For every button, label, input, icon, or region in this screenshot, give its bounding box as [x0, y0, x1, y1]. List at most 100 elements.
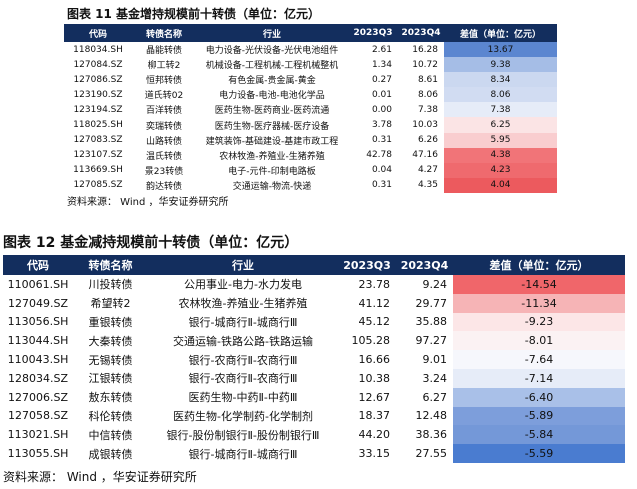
header-industry: 行业 [232, 259, 254, 272]
q4-value-cell: 38.36 [415, 428, 448, 442]
industry-cell: 医药生物-医疗器械-医疗设备 [214, 121, 330, 132]
q3-value-cell: 33.15 [358, 447, 391, 461]
bond-name-cell: 奕瑞转债 [145, 121, 182, 132]
table-header-row: 代码 转债名称 行业 2023Q3 2023Q4 差值（单位：亿元） [64, 24, 557, 42]
bond-name-cell: 景23转债 [144, 166, 184, 177]
diff-value-cell: 5.95 [444, 132, 557, 148]
bond-name-cell: 川投转债 [88, 278, 133, 292]
bond-name-cell: 大秦转债 [88, 334, 133, 348]
code-cell: 118025.SH [73, 120, 123, 131]
q4-value-cell: 3.24 [422, 371, 448, 385]
industry-cell: 银行-城商行Ⅱ-城商行Ⅲ [188, 315, 298, 329]
q4-value-cell: 8.06 [417, 89, 438, 100]
header-bond-name: 转债名称 [145, 29, 182, 40]
table-row: 113669.SH 景23转债 电子-元件-印制电路板 0.04 4.27 4.23 [64, 162, 557, 178]
table-row: 123190.SZ 道氏转02 电力设备-电池-电池化学品 0.01 8.06 8.06 [64, 87, 557, 103]
table-row: 127058.SZ 科伦转债 医药生物-化学制药-化学制剂 18.37 12.48 -5.… [3, 406, 625, 426]
q4-value-cell: 97.27 [415, 334, 448, 348]
q3-value-cell: 18.37 [358, 409, 391, 423]
table-row: 113044.SH 大秦转债 交通运输-铁路公路-铁路运输 105.28 97.27 -8… [3, 331, 625, 351]
bond-name-cell: 江银转债 [88, 372, 133, 386]
bond-name-cell: 温氏转债 [145, 151, 182, 162]
bond-name-cell: 百洋转债 [145, 106, 182, 117]
header-industry: 行业 [262, 29, 281, 40]
industry-cell: 交通运输-物流-快递 [232, 181, 312, 192]
q4-value-cell: 10.03 [412, 120, 438, 131]
diff-value-cell: -7.64 [453, 350, 625, 369]
table-11-source: 资料来源： Wind ，华安证券研究所 [67, 197, 229, 208]
header-diff: 差值（单位：亿元） [489, 259, 589, 272]
diff-value-cell: 13.67 [444, 42, 557, 58]
diff-value-cell: -5.84 [453, 425, 625, 445]
table-row: 128034.SZ 江银转债 银行-农商行Ⅱ-农商行Ⅲ 10.38 3.24 -7.14 [3, 368, 625, 388]
bond-name-cell: 道氏转02 [144, 91, 184, 102]
bond-name-cell: 希望转2 [90, 297, 131, 311]
diff-value-cell: 4.38 [444, 147, 557, 163]
table-row: 127083.SZ 山路转债 建筑装饰-基础建设-基建市政工程 0.31 6.26 5.9… [64, 132, 557, 148]
q3-value-cell: 0.00 [371, 104, 392, 115]
table-row: 110043.SH 无锡转债 银行-农商行Ⅱ-农商行Ⅲ 16.66 9.01 -7.64 [3, 350, 625, 369]
table-row: 127085.SZ 韵达转债 交通运输-物流-快递 0.31 4.35 4.04 [64, 177, 557, 193]
q4-value-cell: 9.01 [422, 353, 448, 367]
header-2023q3: 2023Q3 [343, 258, 391, 272]
code-cell: 113021.SH [7, 428, 69, 442]
industry-cell: 银行-股份制银行Ⅱ-股份制银行Ⅲ [166, 428, 320, 442]
q3-value-cell: 16.66 [358, 353, 391, 367]
header-code: 代码 [27, 259, 49, 272]
q3-value-cell: 1.34 [371, 59, 392, 70]
bond-name-cell: 柳工转2 [147, 61, 181, 72]
q3-value-cell: 0.04 [371, 165, 392, 176]
diff-value-cell: -8.01 [453, 331, 625, 351]
diff-value-cell: 4.23 [444, 162, 557, 178]
q4-value-cell: 4.27 [417, 165, 438, 176]
industry-cell: 电力设备-电池-电池化学品 [219, 91, 325, 102]
industry-cell: 建筑装饰-基础建设-基建市政工程 [205, 136, 339, 147]
bond-name-cell: 中信转债 [88, 428, 133, 442]
table-row: 118025.SH 奕瑞转债 医药生物-医疗器械-医疗设备 3.78 10.03 6.25 [64, 117, 557, 133]
code-cell: 123194.SZ [73, 104, 123, 115]
bond-name-cell: 晶能转债 [145, 46, 182, 57]
q3-value-cell: 23.78 [358, 277, 391, 291]
table-row: 127086.SZ 恒邦转债 有色金属-贵金属-黄金 0.27 8.61 8.34 [64, 72, 557, 88]
code-cell: 113044.SH [7, 334, 69, 348]
code-cell: 113055.SH [7, 447, 69, 461]
bond-name-cell: 山路转债 [145, 136, 182, 147]
q3-value-cell: 45.12 [358, 315, 391, 329]
code-cell: 127049.SZ [7, 296, 68, 310]
q3-value-cell: 2.61 [371, 44, 392, 55]
industry-cell: 医药生物-化学制药-化学制剂 [173, 409, 313, 423]
q3-value-cell: 44.20 [358, 428, 391, 442]
q4-value-cell: 7.38 [417, 104, 438, 115]
industry-cell: 银行-农商行Ⅱ-农商行Ⅲ [188, 372, 298, 386]
diff-value-cell: 8.34 [444, 72, 557, 88]
industry-cell: 公用事业-电力-水力发电 [184, 278, 302, 292]
table-row: 118034.SH 晶能转债 电力设备-光伏设备-光伏电池组件 2.61 16.28 13… [64, 42, 557, 58]
table-11-title: 图表 11 基金增持规模前十转债（单位：亿元） [67, 7, 321, 21]
q3-value-cell: 0.31 [371, 180, 392, 191]
q4-value-cell: 6.26 [417, 135, 438, 146]
industry-cell: 电力设备-光伏设备-光伏电池组件 [205, 46, 339, 57]
q3-value-cell: 0.31 [371, 135, 392, 146]
diff-value-cell: 4.04 [444, 177, 557, 193]
code-cell: 128034.SZ [7, 371, 68, 385]
q3-value-cell: 3.78 [371, 120, 392, 131]
diff-value-cell: -14.54 [453, 275, 625, 294]
q4-value-cell: 8.61 [417, 74, 438, 85]
industry-cell: 医药生物-中药Ⅱ-中药Ⅲ [188, 391, 298, 405]
bond-name-cell: 恒邦转债 [145, 76, 182, 87]
diff-value-cell: -5.59 [453, 444, 625, 463]
q3-value-cell: 42.78 [366, 150, 392, 161]
q4-value-cell: 29.77 [415, 296, 448, 310]
q4-value-cell: 27.55 [415, 447, 448, 461]
industry-cell: 银行-城商行Ⅱ-城商行Ⅲ [188, 447, 298, 461]
q3-value-cell: 12.67 [358, 390, 391, 404]
industry-cell: 有色金属-贵金属-黄金 [228, 76, 316, 87]
q3-value-cell: 0.27 [371, 74, 392, 85]
bond-name-cell: 敖东转债 [88, 391, 133, 405]
table-row: 113055.SH 成银转债 银行-城商行Ⅱ-城商行Ⅲ 33.15 27.55 -5.59 [3, 444, 625, 463]
table-header-row: 代码 转债名称 行业 2023Q3 2023Q4 差值（单位：亿元） [3, 255, 625, 275]
table-row: 123194.SZ 百洋转债 医药生物-医药商业-医药流通 0.00 7.38 7.38 [64, 102, 557, 118]
industry-cell: 机械设备-工程机械-工程机械整机 [205, 61, 339, 72]
diff-value-cell: -11.34 [453, 293, 625, 313]
industry-cell: 医药生物-医药商业-医药流通 [214, 106, 330, 117]
